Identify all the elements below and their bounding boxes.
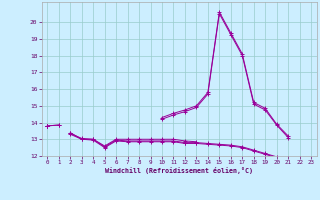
X-axis label: Windchill (Refroidissement éolien,°C): Windchill (Refroidissement éolien,°C) [105,167,253,174]
